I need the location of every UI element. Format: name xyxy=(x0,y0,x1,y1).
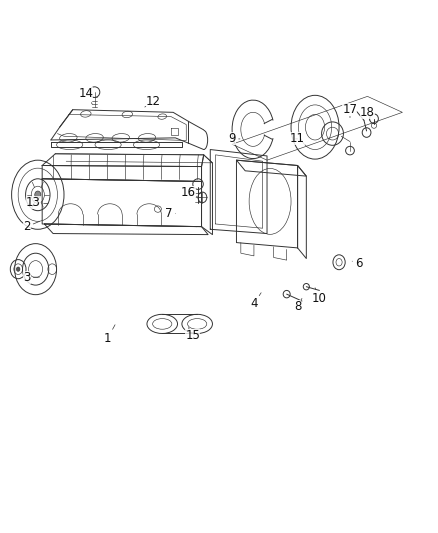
Text: 9: 9 xyxy=(228,132,240,146)
Ellipse shape xyxy=(35,191,41,198)
Text: 3: 3 xyxy=(23,271,39,284)
Text: 6: 6 xyxy=(352,257,363,270)
Text: 8: 8 xyxy=(294,298,302,313)
Text: 12: 12 xyxy=(145,95,161,108)
Text: 4: 4 xyxy=(250,293,261,310)
Text: 11: 11 xyxy=(290,132,305,146)
Text: 5: 5 xyxy=(187,185,197,199)
Text: 16: 16 xyxy=(181,185,196,199)
Text: 17: 17 xyxy=(343,103,357,118)
Text: 14: 14 xyxy=(78,87,93,104)
Text: 7: 7 xyxy=(165,207,175,220)
Text: 13: 13 xyxy=(26,196,48,209)
Text: 2: 2 xyxy=(23,220,39,233)
Text: 10: 10 xyxy=(312,288,327,305)
Text: 1: 1 xyxy=(104,325,115,345)
Text: 18: 18 xyxy=(360,106,375,120)
Ellipse shape xyxy=(16,267,20,271)
Text: 15: 15 xyxy=(185,328,200,342)
